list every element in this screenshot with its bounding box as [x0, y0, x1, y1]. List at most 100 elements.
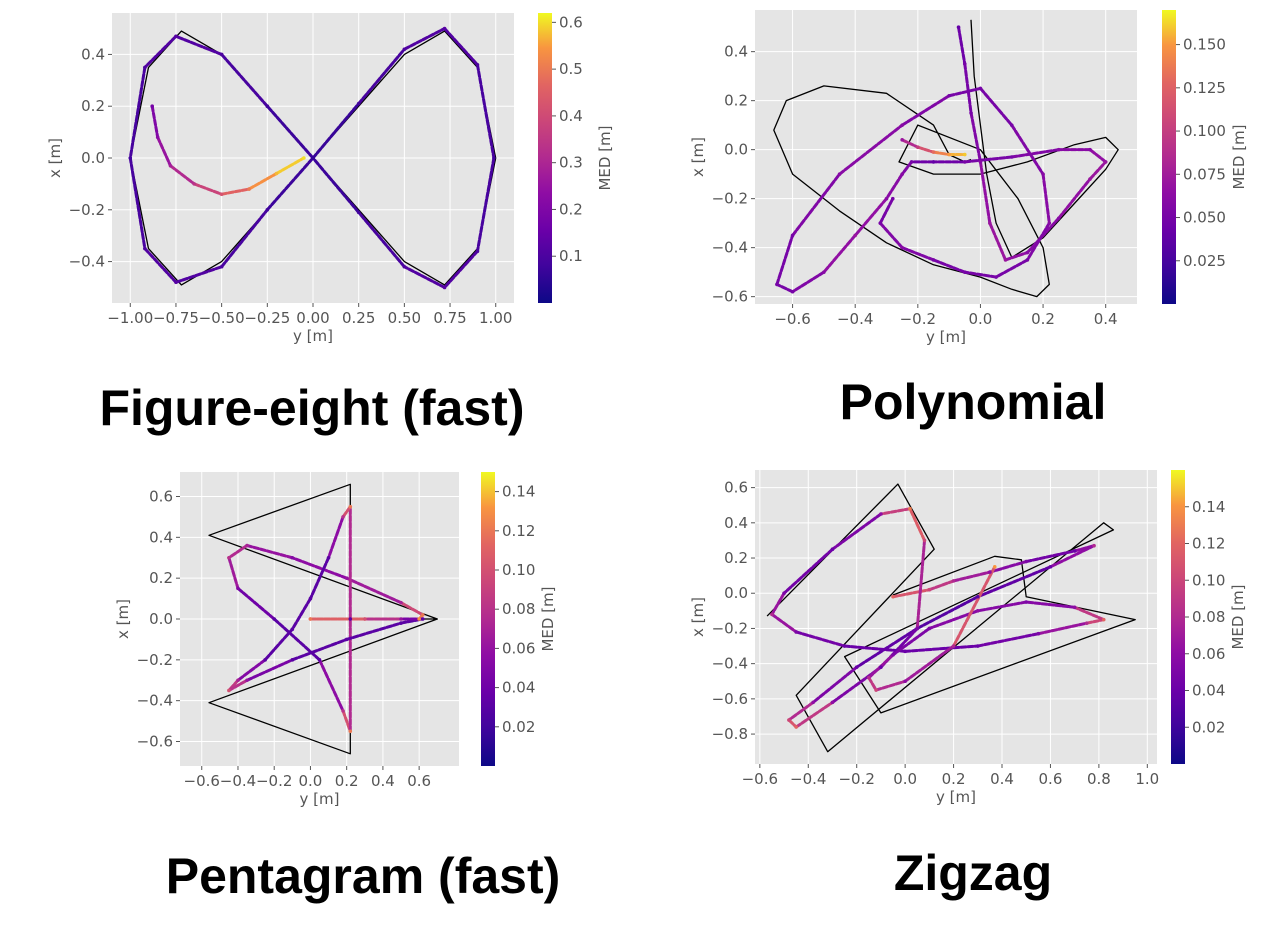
reference-trajectory	[766, 483, 1136, 753]
y-axis-label: x [m]	[689, 597, 707, 637]
estimate-point	[219, 52, 224, 57]
estimate-segment	[174, 34, 224, 56]
estimate-point	[775, 282, 779, 287]
colorbar-tick-label: 0.075	[1183, 165, 1226, 183]
estimate-point	[790, 233, 795, 238]
plot-area	[755, 470, 1157, 764]
y-tick-label: −0.4	[712, 239, 748, 257]
caption-zigzag: Zigzag	[894, 845, 1052, 901]
estimate-segment	[227, 678, 249, 692]
y-tick-label: 0.2	[724, 92, 748, 110]
estimate-point	[770, 612, 774, 617]
estimate-point	[356, 101, 361, 106]
colorbar-label: MED [m]	[1229, 584, 1247, 649]
x-axis-label: y [m]	[926, 328, 966, 346]
estimate-point	[988, 570, 992, 574]
estimate-segment	[290, 637, 349, 662]
estimate-segment	[874, 679, 907, 692]
estimate-point	[956, 25, 961, 29]
estimate-point	[308, 596, 313, 601]
estimate-segment	[311, 102, 361, 160]
estimate-point	[969, 111, 973, 115]
estimate-point	[1024, 600, 1029, 604]
x-tick-label: 0.6	[407, 772, 431, 790]
chart-panel-2: −0.6 −0.4 −0.2 0.0 0.2 0.4 −0.6 −0.4 −0.2 0.0 0.2 0…	[689, 10, 1248, 346]
colorbar-tick-label: 0.02	[502, 718, 535, 736]
x-tick-label: −0.75	[153, 309, 199, 327]
estimate-segment	[443, 27, 479, 67]
estimate-segment	[957, 25, 967, 66]
x-tick-label: −0.4	[220, 772, 256, 790]
estimate-segment	[915, 595, 980, 630]
estimate-point	[903, 649, 907, 654]
estimate-point	[302, 156, 306, 160]
estimate-segment	[879, 507, 912, 516]
estimate-point	[931, 258, 936, 262]
estimate-point	[348, 617, 353, 621]
estimate-point	[994, 275, 998, 279]
estimate-segment	[867, 676, 878, 692]
x-tick-label: −0.4	[837, 310, 873, 328]
chart-panel-3: −0.6 −0.4 −0.2 0.0 0.2 0.4 0.6−0.6−0.4−0.20.00…	[114, 472, 557, 808]
colorbar-label: MED [m]	[539, 586, 557, 651]
colorbar-tick-label: 0.02	[1192, 718, 1225, 736]
estimate-point	[951, 644, 956, 648]
estimate-segment	[931, 258, 967, 274]
colorbar-tick-label: 0.050	[1183, 209, 1226, 227]
estimate-segment	[290, 597, 312, 631]
estimate-segment	[150, 104, 160, 139]
estimate-point	[311, 156, 315, 160]
estimate-segment	[908, 507, 927, 542]
colorbar-tick-label: 0.04	[502, 679, 535, 697]
estimate-segment	[994, 258, 1029, 279]
estimate-point	[399, 621, 403, 625]
estimate-segment	[290, 556, 349, 580]
estimate-point	[978, 160, 983, 164]
y-tick-label: 0.6	[149, 488, 173, 506]
estimate-point	[879, 665, 883, 669]
estimate-point	[402, 264, 407, 269]
estimate-point	[263, 658, 267, 662]
estimate-segment	[952, 565, 997, 648]
estimate-point	[290, 627, 295, 632]
estimate-segment	[236, 586, 276, 621]
colorbar	[481, 472, 495, 766]
estimate-segment	[1088, 160, 1108, 181]
estimate-point	[794, 725, 798, 729]
estimate-point	[1056, 216, 1061, 221]
estimate-point	[245, 678, 249, 683]
y-tick-label: 0.0	[724, 141, 748, 159]
estimate-point	[900, 172, 904, 176]
estimate-segment	[878, 221, 904, 250]
estimate-point	[420, 617, 425, 621]
estimate-segment	[976, 565, 1052, 599]
estimate-point	[492, 156, 496, 160]
x-tick-label: 0.2	[942, 770, 966, 788]
plot-area	[755, 10, 1137, 304]
estimate-point	[909, 160, 914, 164]
estimate-point	[947, 152, 951, 157]
estimate-segment	[274, 156, 306, 176]
x-tick-label: −0.6	[774, 310, 810, 328]
colorbar-tick-label: 0.100	[1183, 122, 1226, 140]
estimate-point	[947, 93, 951, 98]
estimate-point	[927, 626, 932, 631]
estimate-segment	[402, 27, 447, 51]
estimate-segment	[891, 588, 931, 599]
estimate-segment	[345, 576, 403, 605]
estimate-point	[219, 264, 224, 269]
estimate-segment	[1003, 251, 1029, 262]
estimate-point	[1088, 147, 1092, 152]
estimate-point	[874, 688, 878, 692]
estimate-segment	[1036, 621, 1089, 636]
estimate-point	[442, 26, 447, 31]
x-tick-label: −0.25	[244, 309, 290, 327]
estimate-point	[1072, 549, 1077, 553]
estimate-segment	[811, 665, 859, 704]
estimate-segment	[192, 182, 224, 196]
estimate-point	[837, 172, 842, 176]
estimate-point	[245, 543, 249, 548]
estimate-segment	[963, 62, 973, 115]
estimate-segment	[900, 94, 951, 127]
y-tick-label: −0.6	[712, 690, 748, 708]
